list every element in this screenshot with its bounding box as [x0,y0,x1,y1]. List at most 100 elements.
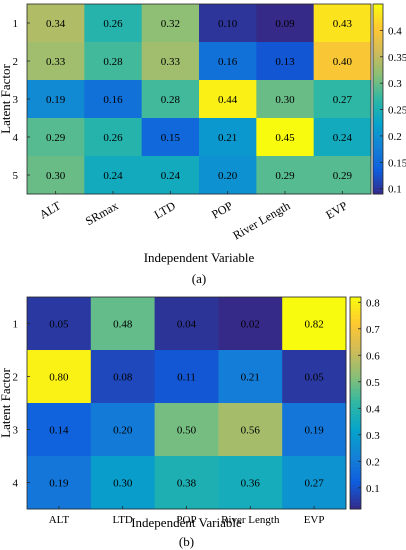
colorbar-tick-label: 0.2 [366,456,380,468]
heatmap-cell [256,80,315,119]
colorbar-segment [350,378,361,383]
colorbar-segment [350,314,361,319]
colorbar-segment [373,187,383,192]
colorbar-segment [373,156,383,160]
heatmap-cell [313,118,372,157]
colorbar-segment [350,441,361,446]
colorbar-segment [350,346,361,351]
heatmap-cell [282,456,347,510]
colorbar-segment [373,184,383,189]
cell-value-label: 0.05 [304,372,324,384]
cell-value-label: 0.26 [103,132,123,144]
cell-value-label: 0.36 [241,478,261,490]
heatmap-cell [313,156,372,195]
heatmap-cell [27,42,85,81]
heatmap-cell [27,80,85,119]
cell-value-label: 0.24 [161,170,181,182]
heatmap-cell [282,297,347,351]
colorbar-segment [373,143,383,147]
x-tick-label: ALT [49,514,70,526]
colorbar-tick-label: 0.1 [388,184,402,196]
colorbar-tick-label: 0.3 [366,430,380,442]
heatmap-cell [84,4,143,43]
cell-value-label: 0.33 [46,56,66,68]
colorbar-segment [373,7,383,11]
cell-value-label: 0.29 [333,170,353,182]
colorbar-segment [350,360,361,365]
colorbar-segment [350,417,361,422]
heatmap-cell [256,118,315,157]
colorbar-segment [373,80,383,84]
x-tick-label: LTD [113,514,133,526]
colorbar-tick-label: 0.8 [366,297,380,309]
colorbar-segment [350,328,361,333]
x-axis-label: Independent Variable [144,250,255,265]
cell-value-label: 0.20 [113,425,133,437]
colorbar-segment [350,350,361,355]
colorbar-segment [373,95,383,100]
heatmap-cell [199,156,257,195]
colorbar-segment [373,162,383,166]
colorbar-tick-label: 0.3 [388,78,402,90]
colorbar-segment [373,121,383,125]
colorbar-segment [350,304,361,309]
heatmap-cell [154,350,219,404]
colorbar-segment [373,92,383,97]
y-tick-label: 2 [13,56,19,68]
cell-value-label: 0.21 [241,372,260,384]
heatmap-cell [141,42,200,81]
y-tick-label: 4 [13,132,19,144]
heatmap-cell [84,156,143,195]
colorbar-segment [350,445,361,450]
colorbar-segment [350,318,361,323]
colorbar-tick-label: 0.6 [366,350,380,362]
colorbar-segment [373,19,383,24]
colorbar-segment [373,175,383,179]
colorbar-segment [373,13,383,18]
colorbar-segment [350,438,361,443]
colorbar-frame [349,296,362,510]
heatmap-cell [218,297,283,351]
cell-value-label: 0.19 [46,94,66,106]
y-tick-label: 3 [13,94,19,106]
heatmap-cell [199,80,257,119]
cell-value-label: 0.30 [46,170,66,182]
colorbar-segment [373,146,383,151]
colorbar-segment [373,127,383,132]
colorbar-tick-label: 0.25 [388,105,406,117]
colorbar-frame [372,3,384,195]
heatmap-panel-a: 0.34 0.26 0.32 0.10 0.09 0.430.33 0.28 0.33 0.16… [0,3,406,286]
colorbar-segment [350,480,361,485]
colorbar-segment [373,149,383,154]
cell-value-label: 0.13 [275,56,295,68]
colorbar-segment [350,321,361,326]
colorbar-segment [373,32,383,37]
cell-value-label: 0.33 [161,56,181,68]
colorbar-segment [373,51,383,56]
colorbar-segment [373,171,383,176]
cell-value-label: 0.30 [113,478,133,490]
colorbar-segment [350,434,361,439]
colorbar-segment [350,431,361,436]
colorbar-segment [373,105,383,109]
cell-value-label: 0.82 [304,319,323,331]
heatmap-cell [27,4,85,43]
colorbar-segment [373,89,383,94]
colorbar-segment [373,4,383,8]
colorbar-tick-label: 0.1 [366,483,380,495]
heatmap-cell [199,4,257,43]
colorbar-segment [350,339,361,344]
colorbar-segment [373,83,383,87]
cell-value-label: 0.08 [113,372,133,384]
heatmap-cell [27,297,92,351]
cell-value-label: 0.24 [333,132,353,144]
colorbar-tick-label: 0.5 [366,377,380,389]
cell-value-label: 0.45 [275,132,295,144]
heatmap-cell [84,118,143,157]
heatmap-cell [27,350,92,404]
colorbar-segment [373,111,383,116]
colorbar-segment [350,300,361,305]
heatmap-cell [90,456,155,510]
colorbar-segment [350,385,361,390]
